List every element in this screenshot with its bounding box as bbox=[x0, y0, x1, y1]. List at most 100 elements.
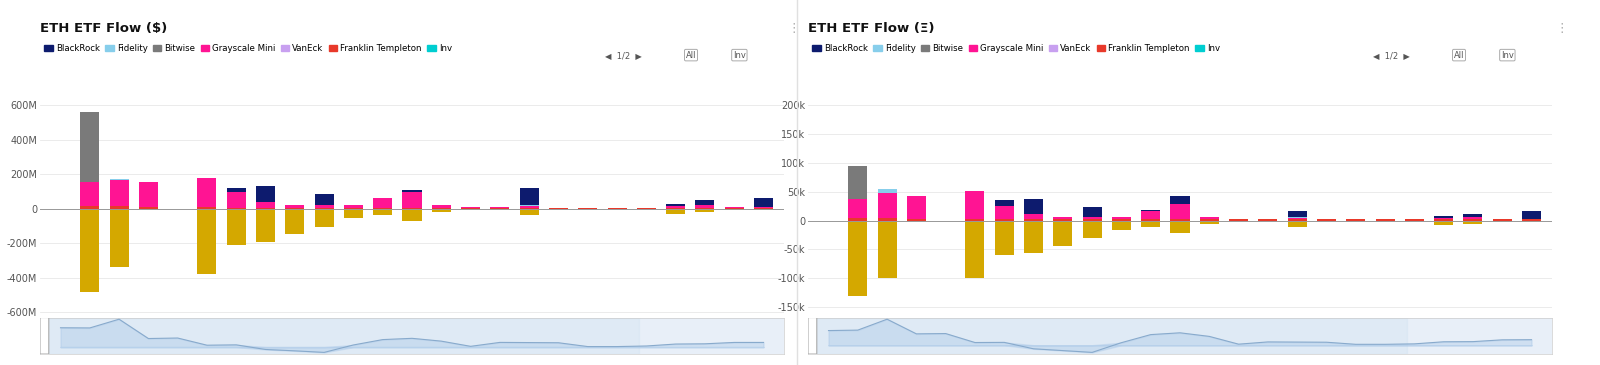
Bar bbox=[227, 209, 246, 245]
Bar bbox=[1229, 219, 1248, 220]
Bar bbox=[1493, 220, 1512, 222]
Bar bbox=[1376, 219, 1395, 220]
Bar bbox=[696, 209, 715, 212]
Bar bbox=[227, 188, 246, 209]
Bar bbox=[1405, 219, 1424, 220]
Bar bbox=[1288, 217, 1307, 220]
Bar bbox=[637, 208, 656, 209]
Bar bbox=[1376, 219, 1395, 220]
Bar bbox=[848, 166, 867, 220]
Bar bbox=[80, 112, 99, 209]
Bar bbox=[1141, 220, 1160, 227]
Bar bbox=[1493, 219, 1512, 220]
Bar bbox=[1112, 217, 1131, 220]
Bar bbox=[520, 205, 539, 209]
Bar bbox=[725, 208, 744, 209]
Bar bbox=[80, 195, 99, 209]
Bar bbox=[637, 208, 656, 209]
Bar bbox=[373, 209, 392, 215]
Bar bbox=[315, 209, 334, 227]
Bar bbox=[1171, 196, 1189, 220]
Bar bbox=[1288, 219, 1307, 220]
Bar bbox=[995, 214, 1014, 220]
Bar bbox=[1024, 220, 1043, 253]
Bar bbox=[109, 209, 128, 268]
Bar bbox=[1053, 219, 1072, 220]
Bar bbox=[109, 180, 128, 209]
Bar bbox=[995, 205, 1014, 220]
Bar bbox=[1024, 216, 1043, 220]
Bar bbox=[1200, 217, 1219, 220]
Bar bbox=[432, 208, 451, 209]
Bar bbox=[1258, 219, 1277, 220]
Bar bbox=[285, 205, 304, 209]
Text: All: All bbox=[1454, 51, 1464, 59]
Bar bbox=[1464, 214, 1483, 220]
Bar bbox=[848, 218, 867, 220]
Bar bbox=[109, 180, 128, 209]
Bar bbox=[1024, 219, 1043, 220]
Bar bbox=[403, 192, 421, 209]
Bar bbox=[520, 206, 539, 209]
Bar bbox=[403, 208, 421, 209]
Bar bbox=[1024, 199, 1043, 220]
Bar bbox=[1288, 218, 1307, 220]
Text: ⋮: ⋮ bbox=[1555, 22, 1568, 35]
Bar bbox=[1229, 219, 1248, 220]
Bar bbox=[256, 209, 275, 242]
Text: Inv: Inv bbox=[733, 51, 746, 59]
Bar bbox=[1346, 219, 1365, 220]
Bar bbox=[344, 209, 363, 218]
Bar bbox=[808, 318, 1406, 354]
Bar bbox=[666, 208, 685, 209]
Bar bbox=[373, 207, 392, 209]
FancyBboxPatch shape bbox=[40, 318, 48, 354]
Bar bbox=[877, 218, 896, 220]
Bar bbox=[754, 209, 773, 210]
Bar bbox=[696, 207, 715, 209]
Bar bbox=[490, 207, 509, 209]
Bar bbox=[315, 204, 334, 209]
Bar bbox=[696, 208, 715, 209]
Bar bbox=[1141, 219, 1160, 220]
Bar bbox=[1141, 211, 1160, 220]
Bar bbox=[848, 220, 867, 296]
Bar bbox=[1171, 217, 1189, 220]
Bar bbox=[461, 208, 480, 209]
Text: ETH ETF Flow ($): ETH ETF Flow ($) bbox=[40, 22, 168, 35]
Bar bbox=[1434, 220, 1453, 225]
Bar bbox=[1464, 219, 1483, 220]
Bar bbox=[139, 192, 158, 209]
Bar bbox=[432, 209, 451, 212]
Bar bbox=[490, 208, 509, 209]
Bar bbox=[520, 188, 539, 209]
Bar bbox=[1083, 220, 1102, 238]
Bar bbox=[1522, 220, 1541, 222]
Bar bbox=[197, 209, 216, 274]
Bar bbox=[1171, 204, 1189, 220]
Bar bbox=[1464, 220, 1483, 223]
Bar bbox=[1464, 217, 1483, 220]
Bar bbox=[227, 202, 246, 209]
Bar bbox=[227, 192, 246, 209]
Bar bbox=[315, 194, 334, 209]
Bar bbox=[227, 208, 246, 209]
Bar bbox=[578, 208, 597, 209]
Bar bbox=[80, 209, 99, 292]
Bar bbox=[1434, 219, 1453, 220]
Bar bbox=[1083, 207, 1102, 220]
Bar bbox=[1288, 220, 1307, 227]
Text: ETH ETF Flow (Ξ): ETH ETF Flow (Ξ) bbox=[808, 22, 934, 35]
Bar bbox=[1405, 219, 1424, 220]
Bar bbox=[197, 207, 216, 209]
Legend: BlackRock, Fidelity, Bitwise, Grayscale Mini, VanEck, Franklin Templeton, Inv: BlackRock, Fidelity, Bitwise, Grayscale … bbox=[813, 44, 1219, 53]
Bar bbox=[965, 206, 984, 220]
Legend: BlackRock, Fidelity, Bitwise, Grayscale Mini, VanEck, Franklin Templeton, Inv: BlackRock, Fidelity, Bitwise, Grayscale … bbox=[45, 44, 451, 53]
Bar bbox=[403, 209, 421, 220]
Bar bbox=[848, 209, 867, 220]
Text: Inv: Inv bbox=[1501, 51, 1514, 59]
Bar bbox=[666, 208, 685, 209]
Bar bbox=[965, 219, 984, 220]
Bar bbox=[877, 193, 896, 220]
Bar bbox=[995, 219, 1014, 220]
